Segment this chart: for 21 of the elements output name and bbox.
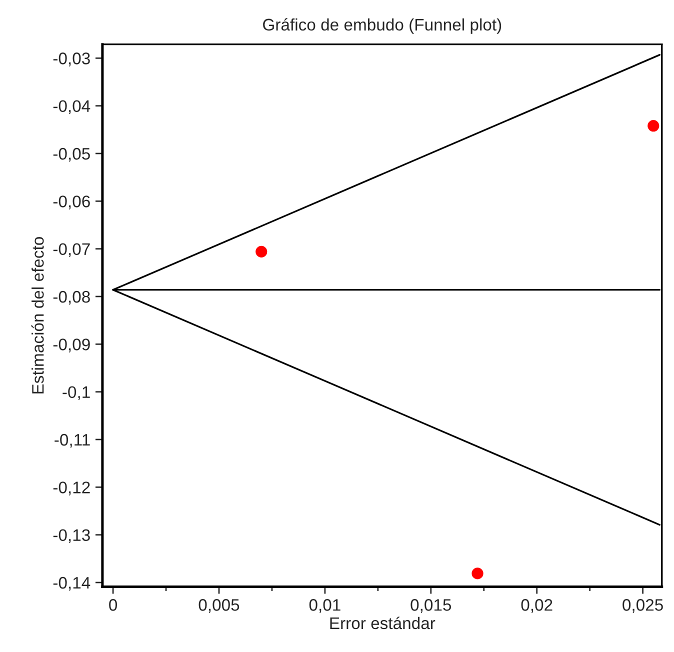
x-tick-label: 0,025 — [622, 599, 663, 613]
y-tick-label: -0,09 — [53, 338, 90, 352]
y-tick-label: -0,04 — [53, 100, 90, 114]
y-tick-label: -0,14 — [53, 576, 90, 591]
y-tick-label: -0,07 — [53, 243, 90, 258]
y-tick-label: -0,03 — [53, 52, 90, 66]
y-tick-label: -0,06 — [53, 196, 90, 210]
y-axis-title: Estimación del efecto — [31, 237, 44, 394]
x-tick-label: 0,01 — [309, 599, 340, 613]
x-tick-label: 0,005 — [198, 599, 240, 613]
x-tick-label: 0,02 — [521, 599, 552, 613]
y-tick-label: -0,12 — [53, 482, 90, 496]
y-tick-label: -0,05 — [53, 148, 90, 162]
chart-title: Gráfico de embudo (Funnel plot) — [263, 18, 502, 34]
y-tick-label: -0,08 — [53, 290, 90, 305]
x-tick-label: 0,015 — [410, 599, 452, 613]
x-axis-title: Error estándar — [330, 616, 436, 630]
y-tick-label: -0,1 — [62, 386, 90, 400]
y-tick-label: -0,13 — [53, 529, 90, 544]
x-tick-label: 0 — [109, 599, 118, 611]
y-tick-label: -0,11 — [54, 434, 90, 448]
